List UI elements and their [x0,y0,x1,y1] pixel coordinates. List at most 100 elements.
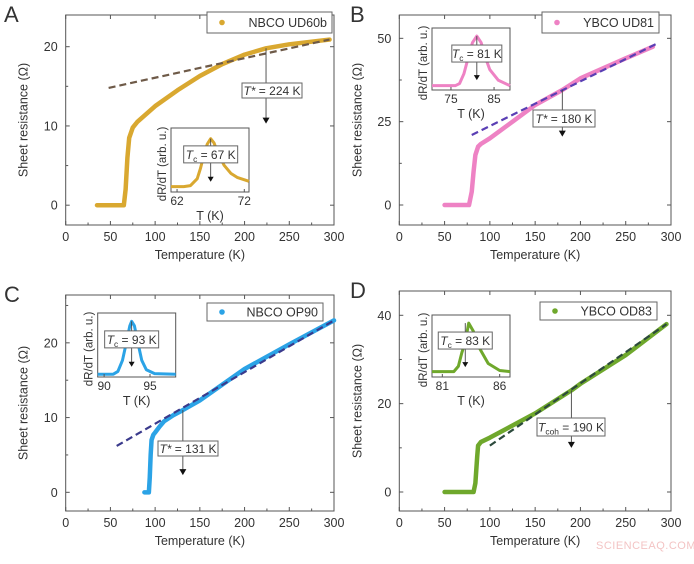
tc-label: Tc = 93 K [107,333,157,349]
legend-label: NBCO UD60b [249,16,328,30]
x-tick-label: 100 [145,516,166,530]
y-axis-label: Sheet resistance (Ω) [17,63,31,177]
inset-x-axis-label: T (K) [196,209,224,223]
x-tick-label: 100 [479,230,500,244]
inset-x-axis-label: T (K) [123,394,151,408]
x-tick-label: 0 [396,516,403,530]
inset-x-tick-label: 62 [170,194,184,208]
tc-label-value: = 83 K [452,334,490,348]
inset-y-axis-label: dR/dT (arb. u.) [418,313,430,388]
y-tick-label: 0 [51,486,58,500]
x-tick-label: 0 [62,230,69,244]
legend-label: NBCO OP90 [246,306,318,320]
x-tick-label: 50 [438,516,452,530]
panel-a: A 0 50 100 150 200 250 300 0 10 20 Temperature (K) S… [4,2,344,262]
arrow-down-icon [567,441,575,448]
legend-label: YBCO UD81 [583,16,654,30]
panel-d: D 0 50 100 150 200 250 300 0 20 40 Temperature (K) S… [350,278,681,548]
x-tick-label: 150 [525,230,546,244]
y-tick-label: 10 [44,411,58,425]
y-tick-label: 50 [377,32,391,46]
y-tick-label: 20 [44,40,58,54]
tc-label: Tc = 81 K [452,47,502,63]
panel-letter: D [350,278,366,303]
x-tick-label: 150 [189,516,210,530]
linear-fit-line [471,42,658,136]
inset-x-tick-label: 90 [97,379,111,393]
panel-letter: B [350,2,365,27]
marker-label: T* = 180 K [535,112,592,126]
y-tick-label: 0 [51,199,58,213]
tc-label-subscript: c [114,339,118,349]
data-series-nbco-ud60b [94,37,332,208]
tc-label-symbol: T [186,148,195,162]
x-tick-label: 300 [324,230,345,244]
data-series-ybco-ud81 [442,44,656,208]
x-tick-label: 150 [189,230,210,244]
tc-label-box [183,145,239,164]
tc-label-box [437,331,493,350]
y-tick-label: 20 [44,336,58,350]
y-tick-label: 40 [377,309,391,323]
inset-x-axis-label: T (K) [457,394,485,408]
arrow-down-icon [473,75,480,81]
legend-marker [552,308,558,314]
linear-fit-line [489,323,668,447]
tc-label-subscript: c [459,53,463,63]
tc-label-subscript: c [193,154,197,164]
data-series-nbco-op90 [142,318,337,495]
tc-label-subscript: c [448,340,452,350]
arrow-down-icon [207,176,214,182]
legend-marker [219,19,225,26]
y-tick-label: 10 [44,119,58,133]
inset-x-tick-label: 72 [238,194,252,208]
x-tick-label: 0 [396,230,403,244]
x-tick-label: 300 [661,516,682,530]
marker-label: T* = 224 K [243,84,300,98]
marker-label-value: = 190 K [559,421,604,435]
x-axis-label: Temperature (K) [155,248,245,262]
inset-data-series [171,137,250,189]
inset-y-axis-label: dR/dT (arb. u.) [157,127,169,202]
x-tick-label: 50 [103,516,117,530]
arrow-down-icon [128,361,135,367]
panel-c: C 0 50 100 150 200 250 300 0 10 20 Temperature (K) S… [4,282,344,548]
tc-label: Tc = 67 K [186,148,236,164]
inset-x-tick-label: 86 [493,379,507,393]
marker-label-symbol: T* [535,112,547,126]
y-axis-label: Sheet resistance (Ω) [17,346,31,460]
x-tick-label: 100 [145,230,166,244]
y-axis-label: Sheet resistance (Ω) [350,63,364,177]
x-axis-label: Temperature (K) [490,248,580,262]
x-tick-label: 250 [279,230,300,244]
marker-label: Tcoh = 190 K [538,421,604,437]
inset-x-tick-label: 85 [487,92,501,106]
inset-x-tick-label: 81 [436,379,450,393]
y-tick-label: 0 [384,199,391,213]
data-series-ybco-od83 [442,321,669,495]
marker-label-box [532,109,596,128]
marker-label-value: = 180 K [547,112,592,126]
linear-fit-line [108,38,330,89]
marker-label-subscript: coh [545,427,559,437]
tc-label-symbol: T [440,334,449,348]
y-axis-label: Sheet resistance (Ω) [350,344,364,458]
x-axis-label: Temperature (K) [155,534,245,548]
x-tick-label: 300 [661,230,682,244]
y-tick-label: 20 [377,397,391,411]
y-tick-label: 25 [377,115,391,129]
marker-label-box [241,82,303,99]
marker-label-box [536,417,606,437]
panel-b: B 0 50 100 150 200 250 300 0 25 50 Temperature (K) S… [350,2,681,262]
marker-label-symbol: T* [159,442,171,456]
x-tick-label: 250 [615,516,636,530]
watermark: SCIENCEAQ.COM [596,540,694,552]
tc-label-box [451,44,503,63]
marker-label-symbol: T [538,421,547,435]
panel-letter: C [4,282,20,307]
inset-plot: 62 72 T (K) dR/dT (arb. u.) Tc = 67 K [157,127,251,223]
legend-box [539,301,658,321]
x-axis-label: Temperature (K) [490,534,580,548]
tc-label-value: = 67 K [197,148,235,162]
